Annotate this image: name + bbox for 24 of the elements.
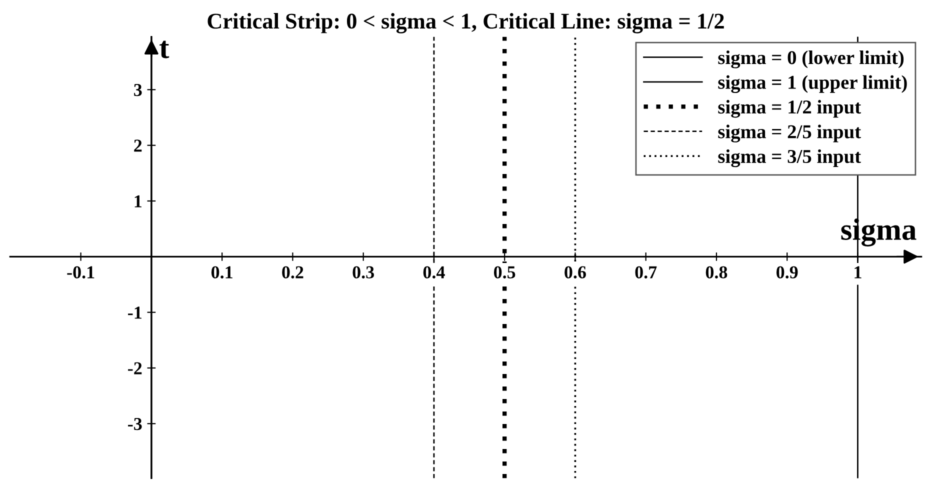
x-tick-label: 0.8 — [706, 266, 728, 278]
x-tick-label: 0.4 — [423, 266, 445, 278]
legend-label: sigma = 1 (upper limit) — [718, 75, 907, 94]
y-axis-title: t — [160, 40, 170, 58]
legend-label: sigma = 2/5 input — [718, 124, 861, 142]
y-tick-label: -1 — [128, 306, 142, 319]
y-tick-label: 3 — [134, 84, 142, 96]
legend-label: sigma = 0 (lower limit) — [718, 50, 904, 68]
y-tick-label: -3 — [128, 418, 142, 430]
x-tick-label: 0.1 — [211, 266, 232, 278]
legend-label: sigma = 1/2 input — [718, 100, 861, 118]
x-tick-label: 0.3 — [352, 266, 374, 278]
x-tick-label: 0.2 — [282, 266, 304, 278]
y-tick-label: 2 — [134, 140, 142, 152]
x-tick-label: -0.1 — [67, 266, 94, 278]
x-tick-label: 0.9 — [776, 266, 798, 278]
y-tick-label: -2 — [128, 362, 142, 374]
x-tick-label: 0.6 — [564, 266, 586, 278]
x-tick-label: 0.5 — [494, 266, 516, 278]
y-tick-label: 1 — [134, 195, 142, 208]
legend-label: sigma = 3/5 input — [718, 149, 861, 168]
chart-title: Critical Strip: 0 < sigma < 1, Critical Line: sigma = 1/2 — [208, 13, 724, 34]
x-tick-label: 1 — [854, 266, 862, 278]
x-tick-label: 0.7 — [635, 266, 657, 278]
